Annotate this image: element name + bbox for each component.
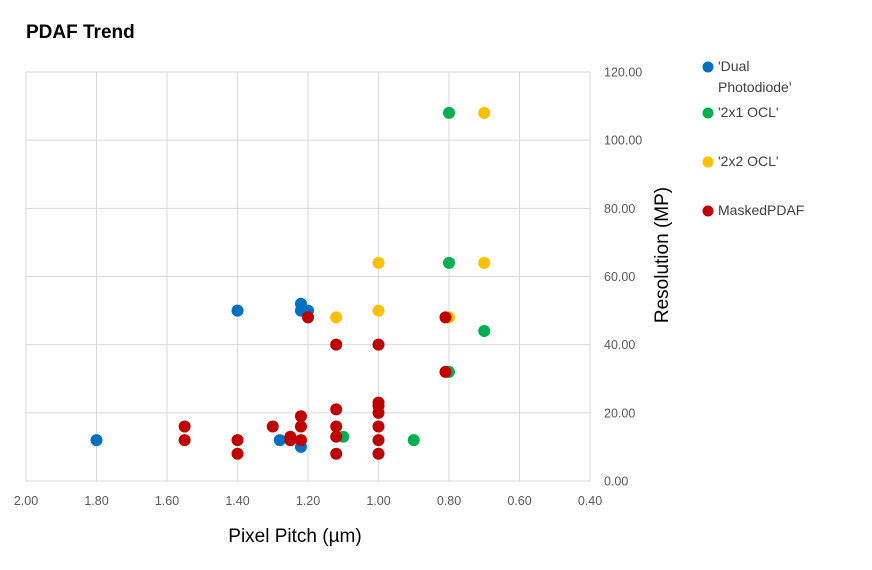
x-tick-labels: 2.00 1.80 1.60 1.40 1.20 1.00 0.80 0.60 0.40 [14, 494, 602, 508]
data-point [302, 311, 314, 324]
x-axis-title: Pixel Pitch (µm) [228, 526, 361, 547]
data-point [294, 434, 307, 447]
x-tick-label: 2.00 [14, 494, 38, 508]
x-tick-label: 0.80 [437, 494, 461, 508]
legend-label: MaskedPDAF [718, 202, 804, 218]
data-point [372, 447, 385, 460]
data-point [266, 420, 279, 433]
y-tick-label: 120.00 [604, 66, 642, 80]
legend-label: '2x1 OCL' [718, 104, 779, 120]
data-point [231, 304, 244, 317]
grid-lines [25, 71, 591, 482]
y-tick-label: 60.00 [604, 270, 635, 284]
data-point [330, 311, 343, 324]
y-tick-labels: 0.00 20.00 40.00 60.00 80.00 100.00 120.00 [604, 66, 642, 489]
chart-title: PDAF Trend [26, 22, 135, 43]
legend-marker [702, 205, 714, 217]
data-point [90, 434, 103, 447]
data-point [478, 325, 491, 338]
data-point [273, 434, 286, 447]
data-point [178, 434, 191, 447]
data-point [294, 410, 307, 423]
y-tick-label: 100.00 [604, 134, 642, 148]
legend-entry: MaskedPDAF [702, 202, 804, 218]
x-tick-label: 1.00 [366, 494, 390, 508]
y-tick-label: 0.00 [604, 475, 628, 489]
data-point [372, 304, 385, 317]
x-tick-label: 1.80 [84, 494, 108, 508]
data-point [443, 256, 455, 269]
y-tick-label: 20.00 [604, 406, 635, 420]
data-point [231, 447, 244, 460]
data-point [372, 406, 385, 419]
data-point [330, 447, 343, 460]
y-axis-title: Resolution (MP) [652, 187, 673, 323]
legend-label: '2x2 OCL' [718, 153, 779, 169]
data-point [439, 365, 452, 378]
legend-entry: '2x1 OCL' [702, 104, 779, 120]
data-point [330, 338, 343, 351]
data-point [178, 420, 191, 433]
data-point [372, 420, 385, 433]
data-points [90, 106, 491, 460]
data-point [407, 434, 420, 447]
data-point [372, 434, 385, 447]
data-point [443, 106, 455, 119]
data-point [478, 256, 491, 269]
data-point [372, 256, 385, 269]
legend-marker [702, 107, 714, 119]
data-point [330, 430, 343, 443]
x-tick-label: 1.60 [155, 494, 179, 508]
data-point [372, 338, 385, 351]
legend: 'Dual Photodiode' '2x1 OCL' '2x2 OCL' Masked… [702, 58, 804, 218]
data-point [284, 434, 297, 447]
legend-marker [702, 61, 714, 73]
y-tick-label: 40.00 [604, 338, 635, 352]
y-tick-label: 80.00 [604, 202, 635, 216]
data-point [439, 311, 452, 324]
data-point [231, 434, 244, 447]
legend-entry: '2x2 OCL' [702, 153, 779, 169]
x-tick-label: 1.20 [296, 494, 320, 508]
x-tick-label: 0.40 [578, 494, 602, 508]
data-point [478, 106, 491, 119]
data-point [330, 403, 343, 416]
legend-label: 'Dual Photodiode' [718, 58, 792, 95]
data-point [294, 420, 307, 433]
data-point [330, 420, 343, 433]
legend-marker [702, 156, 714, 168]
x-tick-label: 1.40 [225, 494, 249, 508]
legend-entry: 'Dual Photodiode' [702, 58, 792, 95]
x-tick-label: 0.60 [507, 494, 531, 508]
